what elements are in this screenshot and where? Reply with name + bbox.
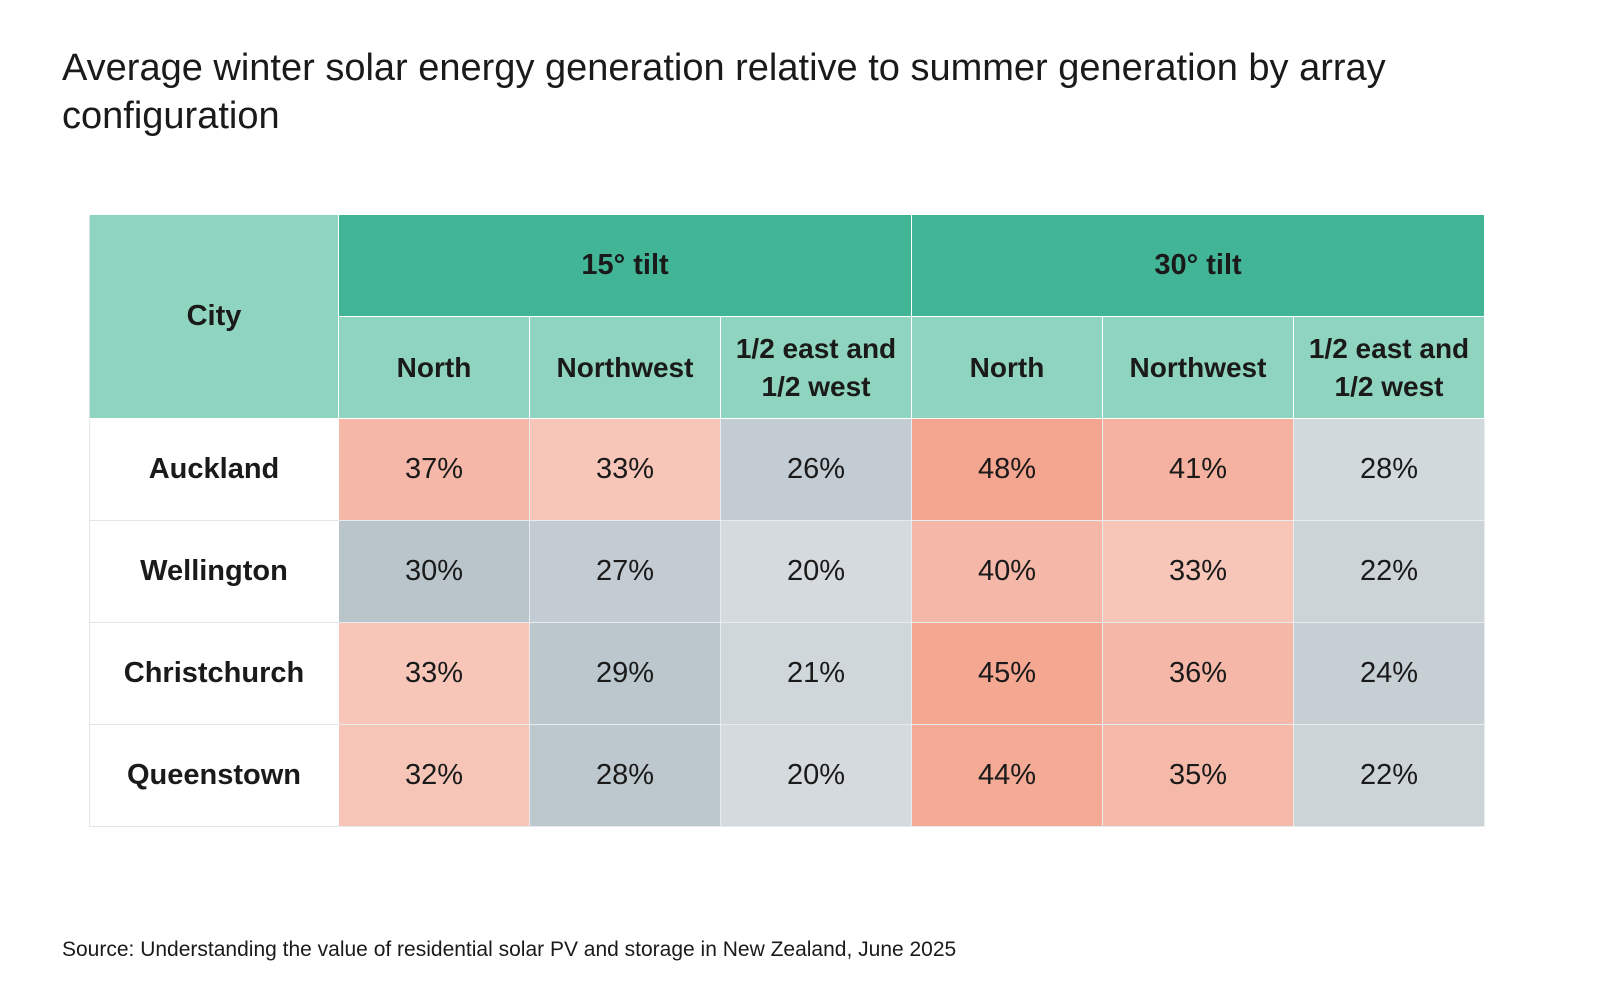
col-header-15-east-west: 1/2 east and 1/2 west [720,316,912,419]
value-cell-15-north: 32% [338,724,530,827]
chart-title: Average winter solar energy generation r… [62,47,1386,137]
value-cell-15-northwest: 27% [529,520,721,623]
value-cell-30-north: 44% [911,724,1103,827]
value-cell-15-northwest: 28% [529,724,721,827]
value-cell-30-northwest: 35% [1102,724,1294,827]
value-cell-15-north: 33% [338,622,530,725]
value-cell-30-north: 40% [911,520,1103,623]
group-header-30-tilt: 30° tilt [911,214,1485,317]
value-cell-30-northwest: 33% [1102,520,1294,623]
value-cell-15-north: 30% [338,520,530,623]
table-row: Wellington 30% 27% 20% 40% 33% 22% [89,520,1485,623]
table-body: Auckland 37% 33% 26% 48% 41% 28% Wellington 30% 2… [89,418,1485,827]
col-header-30-east-west: 1/2 east and 1/2 west [1293,316,1485,419]
value-cell-30-north: 48% [911,418,1103,521]
col-header-15-north: North [338,316,530,419]
col-header-line: 1/2 east and [735,332,897,364]
value-cell-15-east-west: 20% [720,520,912,623]
source-note: Source: Understanding the value of resid… [62,938,957,961]
table-row: Queenstown 32% 28% 20% 44% 35% 22% [89,724,1485,827]
group-header-15-tilt: 15° tilt [338,214,912,317]
col-header-30-north: North [911,316,1103,419]
city-label: Auckland [89,418,339,521]
value-cell-15-north: 37% [338,418,530,521]
value-cell-15-northwest: 29% [529,622,721,725]
value-cell-30-northwest: 36% [1102,622,1294,725]
value-cell-30-north: 45% [911,622,1103,725]
value-cell-30-east-west: 28% [1293,418,1485,521]
col-header-15-northwest: Northwest [529,316,721,419]
table-row: Auckland 37% 33% 26% 48% 41% 28% [89,418,1485,521]
city-label: Queenstown [89,724,339,827]
value-cell-15-northwest: 33% [529,418,721,521]
value-cell-30-east-west: 22% [1293,520,1485,623]
heatmap-table: City 15° tilt 30° tilt North Northwest 1… [89,214,1485,827]
value-cell-30-east-west: 22% [1293,724,1485,827]
table-row: Christchurch 33% 29% 21% 45% 36% 24% [89,622,1485,725]
col-header-30-northwest: Northwest [1102,316,1294,419]
city-label: Wellington [89,520,339,623]
col-header-line: 1/2 west [1334,370,1444,402]
value-cell-30-east-west: 24% [1293,622,1485,725]
value-cell-15-east-west: 26% [720,418,912,521]
col-header-line: 1/2 east and [1308,332,1470,364]
row-header-city: City [89,214,339,419]
value-cell-15-east-west: 21% [720,622,912,725]
value-cell-15-east-west: 20% [720,724,912,827]
value-cell-30-northwest: 41% [1102,418,1294,521]
city-label: Christchurch [89,622,339,725]
col-header-line: 1/2 west [761,370,871,402]
